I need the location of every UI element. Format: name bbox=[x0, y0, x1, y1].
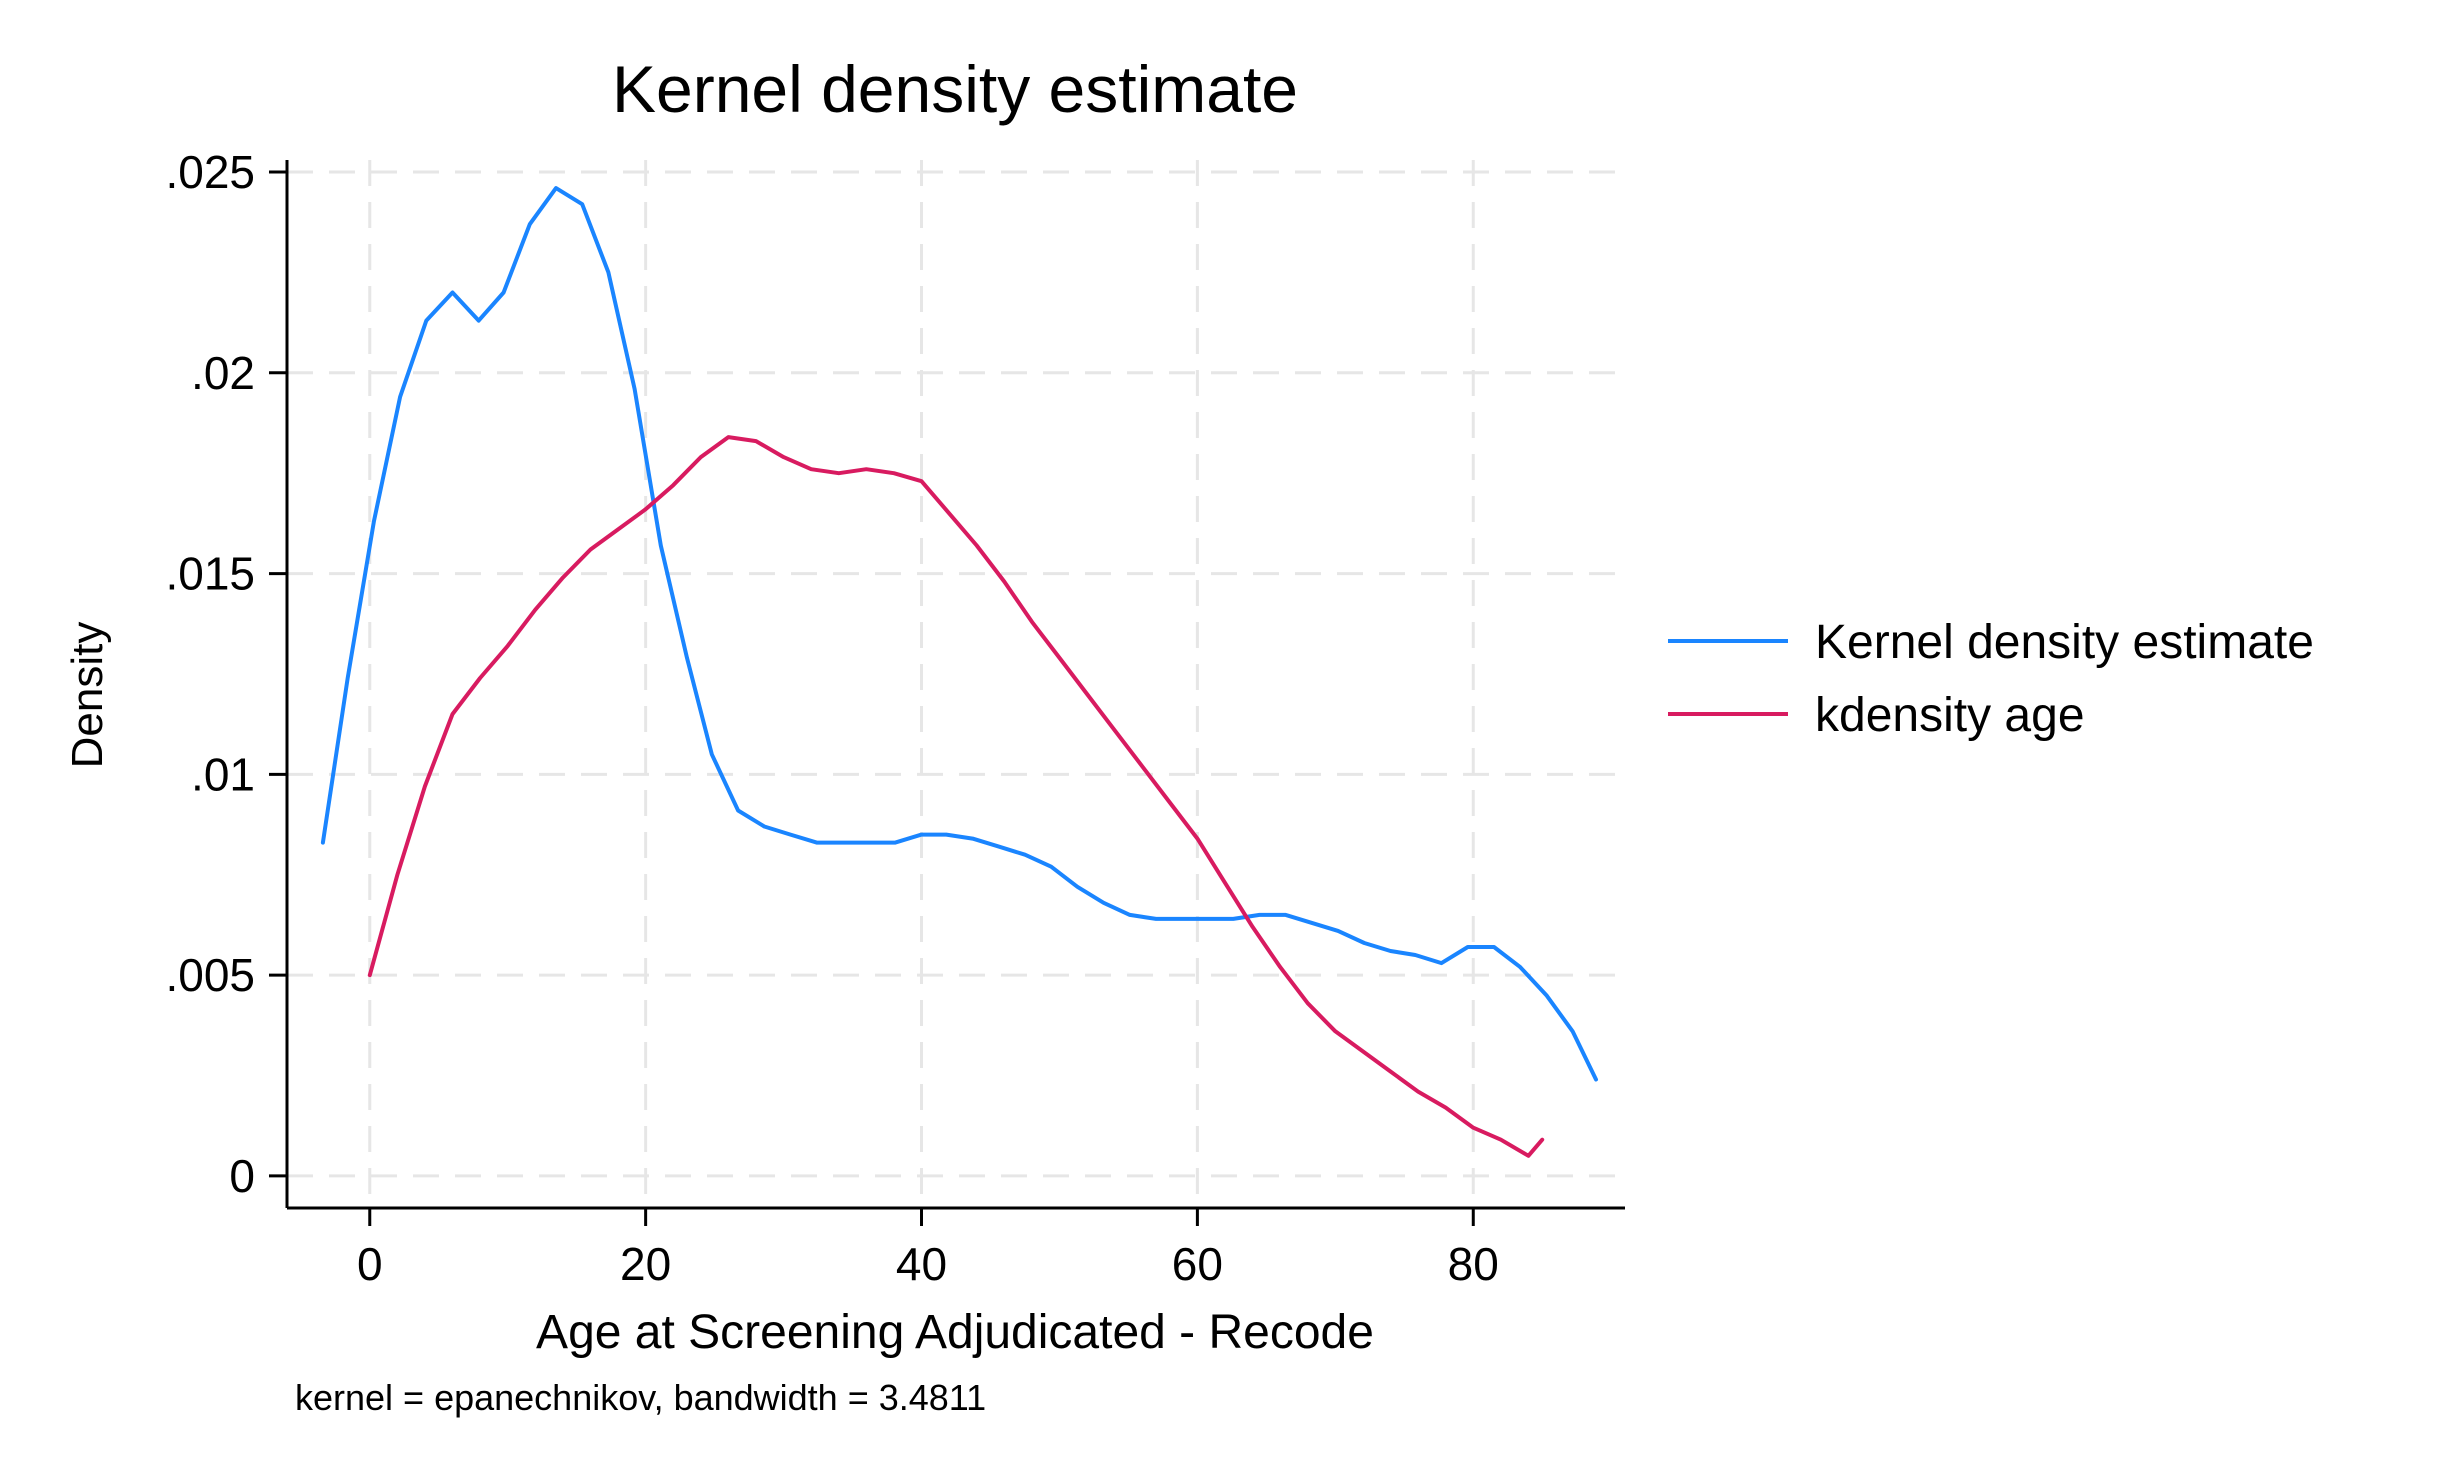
legend-label-kdensity-age: kdensity age bbox=[1815, 689, 2085, 742]
y-tick-label-0: 0 bbox=[229, 1150, 255, 1202]
x-axis-ticks: 0 20 40 60 80 bbox=[357, 1208, 1499, 1290]
x-tick-label-4: 80 bbox=[1448, 1238, 1499, 1290]
y-axis-label: Density bbox=[63, 622, 112, 769]
series-line-1 bbox=[367, 435, 1545, 1158]
series-line-0 bbox=[320, 186, 1598, 1082]
legend: Kernel density estimate kdensity age bbox=[1668, 616, 2314, 742]
legend-label-kernel: Kernel density estimate bbox=[1815, 616, 2314, 669]
y-tick-label-1: .005 bbox=[165, 949, 255, 1001]
chart-title: Kernel density estimate bbox=[612, 52, 1298, 126]
grid-lines bbox=[287, 160, 1625, 1208]
y-tick-label-5: .025 bbox=[165, 146, 255, 198]
plot-series bbox=[320, 186, 1598, 1158]
x-tick-label-2: 40 bbox=[896, 1238, 947, 1290]
x-tick-label-0: 0 bbox=[357, 1238, 383, 1290]
x-tick-label-3: 60 bbox=[1172, 1238, 1223, 1290]
y-tick-label-4: .02 bbox=[191, 347, 255, 399]
y-tick-label-3: .015 bbox=[165, 548, 255, 600]
kernel-note: kernel = epanechnikov, bandwidth = 3.481… bbox=[295, 1377, 986, 1418]
x-tick-label-1: 20 bbox=[620, 1238, 671, 1290]
y-axis-ticks: 0 .005 .01 .015 .02 .025 bbox=[165, 146, 287, 1202]
x-axis-label: Age at Screening Adjudicated - Recode bbox=[536, 1306, 1374, 1359]
y-tick-label-2: .01 bbox=[191, 748, 255, 800]
